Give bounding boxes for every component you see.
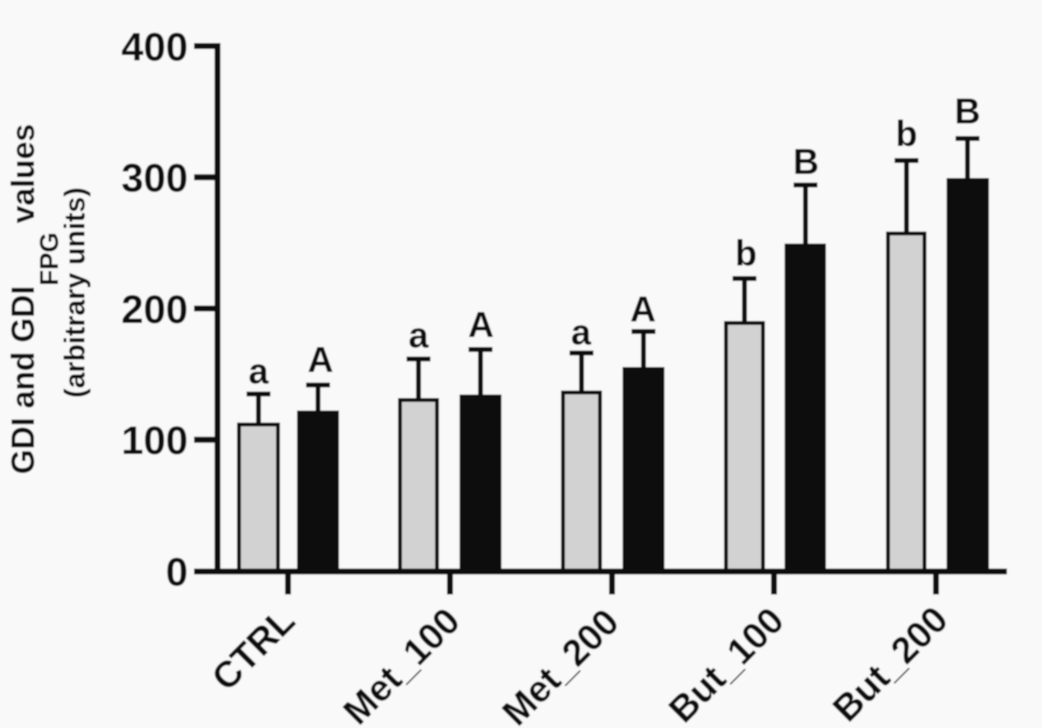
svg-text:200: 200: [121, 288, 188, 332]
svg-text:a: a: [408, 315, 429, 356]
svg-text:400: 400: [121, 25, 188, 69]
svg-text:b: b: [896, 113, 918, 154]
svg-text:b: b: [735, 233, 757, 274]
svg-text:A: A: [468, 304, 494, 345]
svg-text:a: a: [248, 351, 269, 392]
svg-text:A: A: [630, 289, 656, 330]
svg-text:B: B: [793, 141, 819, 182]
svg-text:300: 300: [121, 157, 188, 201]
svg-text:a: a: [571, 312, 592, 353]
svg-text:B: B: [955, 91, 981, 132]
svg-text:A: A: [308, 339, 334, 380]
svg-text:100: 100: [121, 419, 188, 463]
svg-text:0: 0: [166, 550, 188, 594]
svg-text:(arbitrary units): (arbitrary units): [59, 187, 91, 398]
